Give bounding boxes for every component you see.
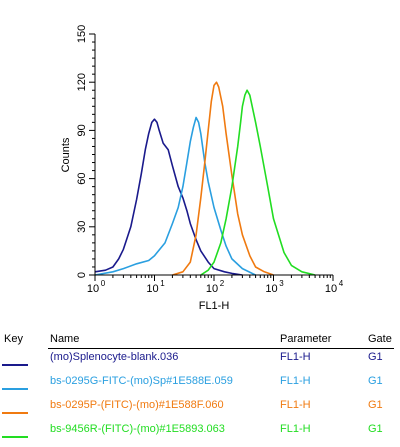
series-line-4 — [200, 89, 316, 276]
key-row-gate: G1 — [368, 351, 383, 363]
x-ticks: 10 0 10 1 10 2 10 3 10 4 — [87, 275, 344, 295]
key-row-gate: G1 — [368, 375, 383, 387]
key-row: (mo)Splenocyte-blank.036 FL1-H G1 — [0, 351, 400, 375]
key-row-parameter: FL1-H — [280, 375, 311, 387]
key-row-name: (mo)Splenocyte-blank.036 — [50, 351, 179, 363]
key-row-name: bs-9456R-(FITC)-(mo)#1E5893.063 — [50, 423, 225, 435]
x-tick-exponent: 0 — [101, 279, 106, 288]
key-header-key: Key — [4, 333, 23, 345]
y-tick-label: 0 — [76, 272, 88, 278]
x-tick-label: 10 — [87, 283, 99, 295]
key-row-parameter: FL1-H — [280, 423, 311, 435]
key-row: bs-9456R-(FITC)-(mo)#1E5893.063 FL1-H G1 — [0, 423, 400, 447]
x-axis-label: FL1-H — [199, 300, 230, 312]
series-line-2 — [94, 116, 256, 276]
key-row-parameter: FL1-H — [280, 351, 311, 363]
key-row-parameter: FL1-H — [280, 399, 311, 411]
x-tick-exponent: 1 — [160, 279, 165, 288]
key-color-swatch — [2, 412, 28, 414]
y-axis-label: Counts — [60, 137, 72, 172]
key-row: bs-0295P-(FITC)-(mo)#1E588F.060 FL1-H G1 — [0, 399, 400, 423]
series-line-3 — [172, 81, 274, 276]
y-tick-label: 90 — [76, 124, 88, 136]
x-tick-label: 10 — [206, 283, 218, 295]
x-tick-exponent: 2 — [220, 279, 225, 288]
x-tick-label: 10 — [265, 283, 277, 295]
y-tick-label: 30 — [76, 221, 88, 233]
x-tick-exponent: 3 — [279, 279, 284, 288]
y-tick-label: 150 — [76, 25, 88, 43]
x-tick-label: 10 — [146, 283, 158, 295]
key-row: bs-0295G-FITC-(mo)Sp#1E588E.059 FL1-H G1 — [0, 375, 400, 399]
key-header-gate: Gate — [368, 333, 392, 345]
key-row-gate: G1 — [368, 423, 383, 435]
key-color-swatch — [2, 364, 28, 366]
y-tick-label: 60 — [76, 172, 88, 184]
x-tick-exponent: 4 — [339, 279, 344, 288]
key-color-swatch — [2, 436, 28, 438]
key-header-parameter: Parameter — [280, 333, 332, 345]
y-tick-label: 120 — [76, 73, 88, 91]
key-header-name: Name — [50, 333, 80, 345]
series-line-1 — [94, 118, 243, 276]
x-tick-label: 10 — [325, 283, 337, 295]
key-row-name: bs-0295P-(FITC)-(mo)#1E588F.060 — [50, 399, 224, 411]
key-color-swatch — [2, 388, 28, 390]
key-header-rule — [48, 348, 394, 349]
key-row-gate: G1 — [368, 399, 383, 411]
series-layer — [94, 81, 316, 276]
y-ticks: 0 30 60 90 120 150 — [76, 25, 95, 278]
key-row-name: bs-0295G-FITC-(mo)Sp#1E588E.059 — [50, 375, 233, 387]
